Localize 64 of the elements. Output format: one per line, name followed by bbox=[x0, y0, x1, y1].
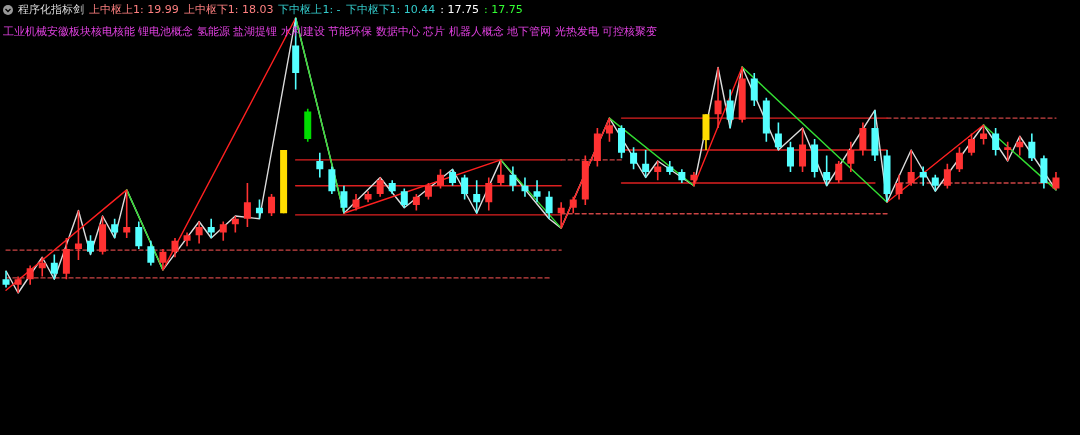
candlestick bbox=[219, 220, 227, 242]
candlestick bbox=[509, 165, 517, 193]
candlestick bbox=[497, 159, 505, 187]
text: 上中枢上1: 19.99 bbox=[89, 2, 179, 17]
candlestick bbox=[642, 149, 650, 179]
candlestick bbox=[328, 165, 336, 195]
candlestick bbox=[111, 217, 119, 239]
candlestick bbox=[87, 234, 95, 256]
candlestick bbox=[171, 237, 179, 259]
candlestick bbox=[654, 160, 662, 182]
candlestick bbox=[774, 121, 782, 151]
candlestick bbox=[473, 179, 481, 215]
candlestick bbox=[316, 151, 324, 179]
candlestick bbox=[340, 184, 348, 215]
candlestick bbox=[967, 132, 975, 157]
candlestick bbox=[992, 127, 1000, 157]
candlestick bbox=[907, 149, 915, 187]
candlestick bbox=[461, 173, 469, 201]
candlestick bbox=[74, 209, 82, 261]
candlestick bbox=[38, 256, 46, 278]
candlestick bbox=[243, 182, 251, 228]
candlestick bbox=[50, 253, 58, 281]
candlestick bbox=[750, 72, 758, 107]
candlestick bbox=[859, 121, 867, 157]
candlestick bbox=[545, 190, 553, 220]
candlestick bbox=[726, 88, 734, 129]
candlestick bbox=[485, 176, 493, 212]
candlestick bbox=[823, 154, 831, 187]
candlestick bbox=[1016, 135, 1024, 157]
candlestick bbox=[376, 176, 384, 198]
candlestick bbox=[714, 66, 722, 129]
text: 上中枢下1: 18.03 bbox=[183, 2, 274, 17]
candlestick bbox=[980, 124, 988, 146]
candlestick bbox=[26, 264, 34, 286]
candlestick bbox=[436, 168, 444, 190]
text: : 17.75 bbox=[440, 3, 479, 16]
candlestick bbox=[207, 217, 215, 239]
candlestick bbox=[255, 198, 263, 220]
candlestick bbox=[1028, 132, 1036, 162]
candlestick bbox=[147, 239, 155, 267]
candlestick bbox=[786, 140, 794, 173]
candlestick bbox=[847, 140, 855, 173]
candlestick bbox=[1004, 140, 1012, 162]
candlestick bbox=[799, 127, 807, 173]
candlestick bbox=[135, 220, 143, 250]
candlestick bbox=[835, 160, 843, 184]
candlestick bbox=[400, 187, 408, 209]
candlestick bbox=[195, 220, 203, 245]
candlestick bbox=[521, 176, 529, 198]
chart-title: 程序化指标剑 bbox=[18, 2, 84, 17]
text: 下中枢上1: - bbox=[278, 2, 341, 17]
text: 下中枢下1: 10.44 bbox=[345, 2, 436, 17]
candlestick bbox=[123, 189, 131, 239]
candlestick bbox=[533, 179, 541, 204]
candlestick bbox=[895, 173, 903, 201]
candlestick bbox=[557, 201, 565, 229]
candlestick bbox=[268, 193, 276, 217]
text: : 17.75 bbox=[483, 3, 523, 16]
candlestick bbox=[630, 146, 638, 171]
candlestick bbox=[955, 146, 963, 173]
candlestick bbox=[943, 162, 951, 190]
candlestick bbox=[919, 165, 927, 187]
candlestick bbox=[159, 248, 167, 271]
candlestick bbox=[605, 117, 613, 143]
